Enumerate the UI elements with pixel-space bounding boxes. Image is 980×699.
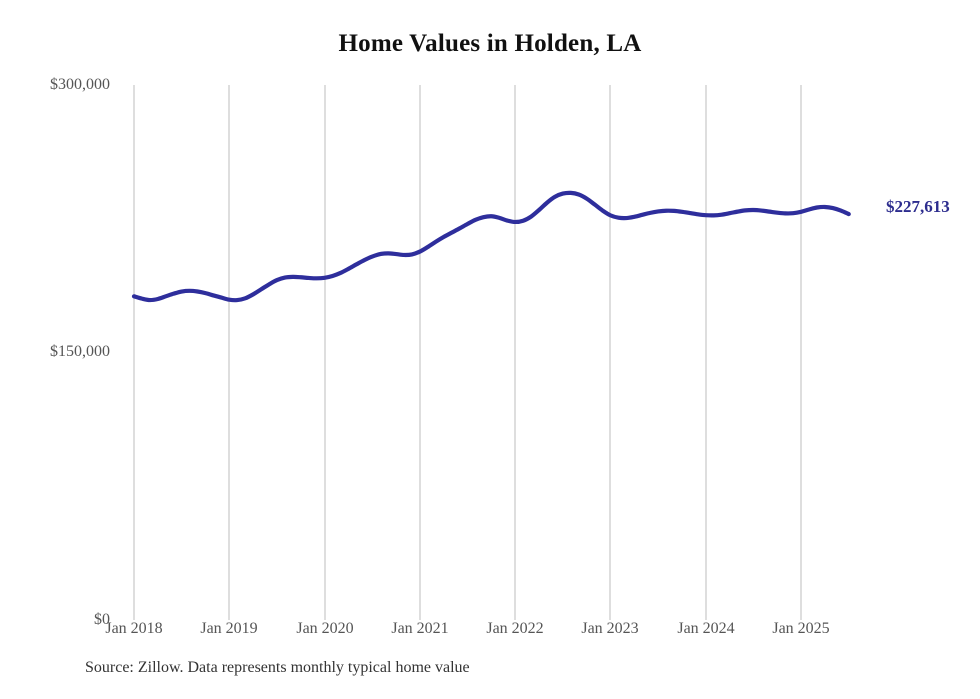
y-axis: $300,000 $150,000 $0: [10, 0, 110, 699]
x-tick-jan-2018: Jan 2018: [105, 620, 163, 637]
x-tick-jan-2021: Jan 2021: [391, 620, 449, 637]
y-tick-300000: $300,000: [50, 76, 110, 93]
y-tick-150000: $150,000: [50, 343, 110, 360]
x-tick-jan-2025: Jan 2025: [772, 620, 830, 637]
end-value-label: $227,613: [886, 197, 950, 216]
x-tick-jan-2019: Jan 2019: [200, 620, 258, 637]
x-tick-jan-2020: Jan 2020: [296, 620, 354, 637]
gridlines: [133, 85, 802, 620]
source-note: Source: Zillow. Data represents monthly …: [85, 659, 470, 676]
chart-title: Home Values in Holden, LA: [338, 30, 642, 57]
x-tick-jan-2022: Jan 2022: [486, 620, 544, 637]
x-tick-jan-2023: Jan 2023: [581, 620, 639, 637]
y-tick-0: $0: [94, 611, 110, 628]
home-value-line: [131, 190, 851, 303]
x-tick-jan-2024: Jan 2024: [677, 620, 735, 637]
